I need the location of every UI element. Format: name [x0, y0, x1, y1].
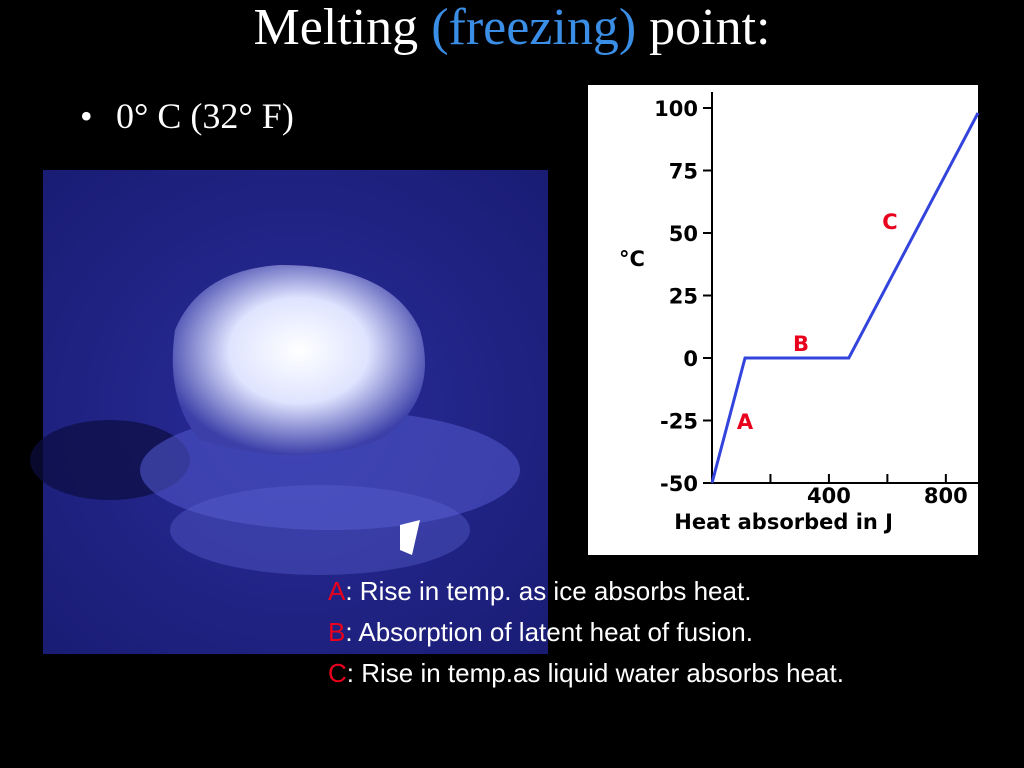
y-tick-label: 0 [683, 347, 698, 371]
title-part: Melting [254, 0, 419, 56]
note: A: Rise in temp. as ice absorbs heat. [328, 576, 751, 606]
bullet: 0° C (32° F) [116, 96, 294, 136]
title-part: (freezing) [431, 0, 636, 56]
y-tick-label: -50 [660, 472, 698, 496]
y-tick-label: 25 [669, 285, 698, 309]
note-text: : Absorption of latent heat of fusion. [345, 617, 753, 647]
x-tick-label: 400 [807, 484, 851, 508]
y-tick-label: 100 [654, 97, 698, 121]
data-line [710, 112, 980, 484]
note-letter: B [328, 617, 345, 647]
annotation: A [737, 410, 754, 434]
note-text: : Rise in temp.as liquid water absorbs h… [347, 658, 844, 688]
ice-photo [30, 170, 548, 654]
x-axis-label: Heat absorbed in J [674, 510, 893, 534]
notes: A: Rise in temp. as ice absorbs heat. B:… [328, 576, 844, 688]
y-axis-label: °C [619, 247, 645, 271]
x-tick-label: 800 [924, 484, 968, 508]
y-tick-label: -25 [660, 410, 698, 434]
bullet-dot: • [80, 96, 93, 136]
note: C: Rise in temp.as liquid water absorbs … [328, 658, 844, 688]
slide-title: Melting (freezing) point: [254, 0, 771, 56]
chart-panel [588, 85, 978, 555]
note-text: : Rise in temp. as ice absorbs heat. [345, 576, 751, 606]
note-letter: C [328, 658, 347, 688]
note: B: Absorption of latent heat of fusion. [328, 617, 753, 647]
annotation: B [793, 332, 809, 356]
y-tick-label: 50 [669, 222, 698, 246]
note-letter: A [328, 576, 346, 606]
y-tick-label: 75 [669, 160, 698, 184]
title-part: point: [649, 0, 770, 56]
annotation: C [882, 210, 897, 234]
